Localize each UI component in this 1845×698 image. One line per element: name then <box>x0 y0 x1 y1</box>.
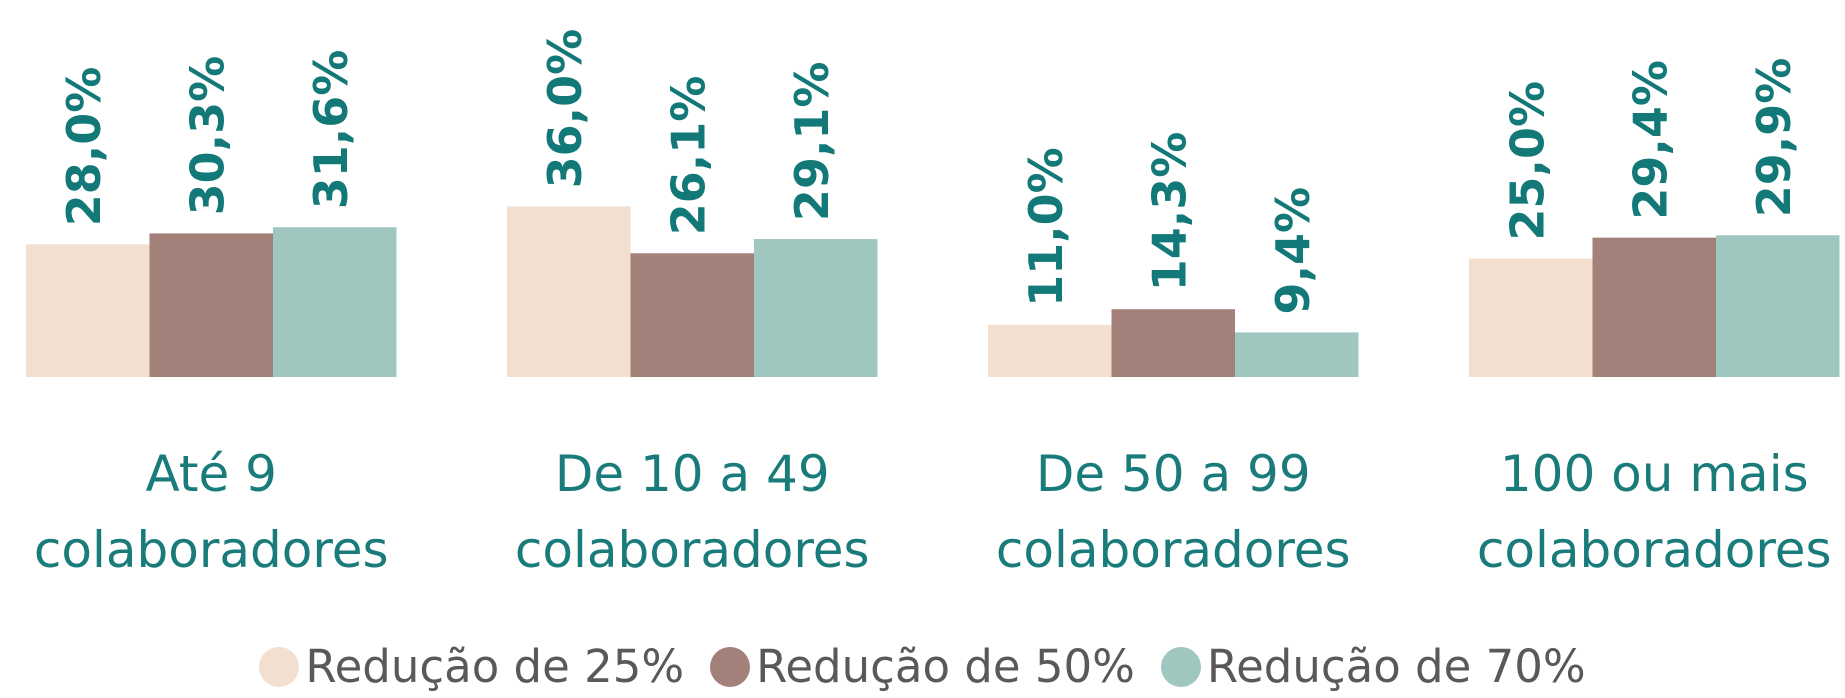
data-label: 29,4% <box>1624 60 1678 220</box>
legend: Redução de 25% Redução de 50% Redução de 7… <box>0 640 1845 693</box>
bar <box>1716 235 1840 377</box>
data-label: 36,0% <box>538 29 592 189</box>
data-label: 28,0% <box>57 67 111 227</box>
bar <box>1111 309 1235 377</box>
legend-item: Redução de 70% <box>1160 640 1586 693</box>
legend-swatch <box>710 646 751 687</box>
data-label: 26,1% <box>662 76 716 236</box>
data-label: 9,4% <box>1266 187 1320 315</box>
bar <box>630 253 754 377</box>
legend-label: Redução de 70% <box>1206 640 1586 693</box>
bar <box>273 227 397 377</box>
legend-swatch <box>1160 646 1201 687</box>
bar <box>754 239 878 377</box>
legend-label: Redução de 25% <box>305 640 685 693</box>
data-label: 31,6% <box>304 50 358 210</box>
bar <box>988 324 1112 377</box>
legend-label: Redução de 50% <box>756 640 1135 693</box>
data-label: 11,0% <box>1019 147 1073 307</box>
data-label: 25,0% <box>1500 81 1554 241</box>
legend-swatch <box>259 646 300 687</box>
category-label: Até 9 colaboradores <box>33 445 389 579</box>
bar <box>1469 258 1593 377</box>
chart: 28,0% 30,3% 31,6% 36,0% 26,1% 29,1% 11,0% 14,3%… <box>26 29 1840 377</box>
legend-item: Redução de 50% <box>710 640 1135 693</box>
data-label: 29,9% <box>1747 58 1801 218</box>
bar <box>26 244 150 377</box>
legend-item: Redução de 25% <box>259 640 684 693</box>
bar <box>1235 332 1359 377</box>
bar <box>149 233 273 377</box>
data-label: 14,3% <box>1143 132 1197 292</box>
category-label: 100 ou mais colaboradores <box>1476 445 1832 579</box>
data-label: 30,3% <box>181 56 235 216</box>
category-label: De 10 a 49 colaboradores <box>514 445 870 579</box>
data-label: 29,1% <box>785 61 839 221</box>
category-label: De 50 a 99 colaboradores <box>995 445 1351 579</box>
bar <box>507 206 631 377</box>
bar <box>1592 237 1716 377</box>
